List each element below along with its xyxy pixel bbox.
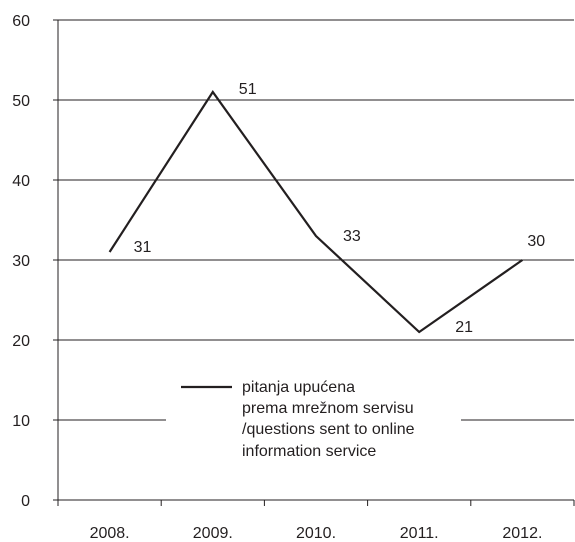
y-tick-label: 30 (12, 253, 30, 270)
x-tick-label: 2010. (296, 525, 336, 542)
y-tick-label: 60 (12, 13, 30, 30)
series-lines (108, 90, 524, 334)
x-tick-label: 2008. (90, 525, 130, 542)
axes (53, 19, 575, 506)
data-labels: 31 51 33 21 30 (134, 81, 546, 336)
y-tick-label: 50 (12, 93, 30, 110)
x-tick-label: 2009. (193, 525, 233, 542)
x-tick-label: 2011. (400, 525, 439, 542)
legend-line-3: /questions sent to online (242, 421, 415, 438)
legend-line-4: information service (242, 443, 376, 460)
data-label: 21 (455, 319, 473, 336)
data-label: 30 (527, 233, 545, 250)
legend-line-1: pitanja upućena (242, 379, 355, 396)
y-tick-label: 0 (21, 493, 30, 510)
series-line (108, 90, 524, 334)
y-tick-label: 20 (12, 333, 30, 350)
legend: pitanja upućena prema mrežnom servisu /q… (181, 379, 415, 460)
y-tick-label: 10 (12, 413, 30, 430)
gridlines (58, 19, 574, 421)
data-label: 33 (343, 228, 361, 245)
legend-line-2: prema mrežnom servisu (242, 400, 414, 417)
y-axis-tick-labels: 0 10 20 30 40 50 60 (12, 13, 30, 510)
data-label: 31 (134, 239, 152, 256)
x-tick-label: 2012. (502, 525, 542, 542)
data-label: 51 (239, 81, 257, 98)
y-tick-label: 40 (12, 173, 30, 190)
x-axis-tick-labels: 2008. 2009. 2010. 2011. 2012. (90, 525, 543, 542)
